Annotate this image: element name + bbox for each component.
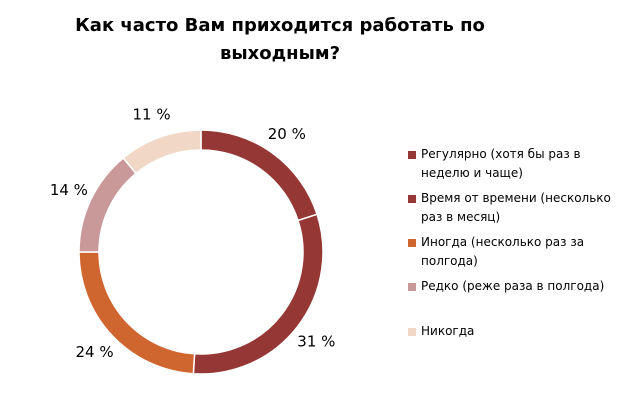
data-label: 20 % [268,125,306,143]
legend-swatch [408,151,416,159]
data-label: 31 % [297,332,335,350]
legend-swatch [408,283,416,291]
donut-slice [200,129,318,222]
donut-slice [78,156,138,253]
legend-item: Регулярно (хотя бы раз в неделю и чаще) [408,145,624,183]
legend-label: Редко (реже раза в полгода) [421,279,605,293]
legend-swatch [408,328,416,336]
legend-item: Редко (реже раза в полгода) [408,277,604,296]
legend-label: Никогда [421,324,475,338]
legend-item: Иногда (несколько раз за полгода) [408,233,624,271]
chart-title: Как часто Вам приходится работать по вых… [75,15,485,64]
legend-label: Иногда (несколько раз за полгода) [421,235,585,268]
data-label: 24 % [76,343,114,361]
legend-swatch [408,195,416,203]
data-label: 14 % [50,181,88,199]
data-label: 11 % [132,106,170,124]
legend-item: Время от времени (несколько раз в месяц) [408,189,624,227]
donut-slice [122,129,202,175]
legend-label: Время от времени (несколько раз в месяц) [421,191,611,224]
legend-item: Никогда [408,322,474,341]
legend-swatch [408,239,416,247]
legend-label: Регулярно (хотя бы раз в неделю и чаще) [421,147,581,180]
